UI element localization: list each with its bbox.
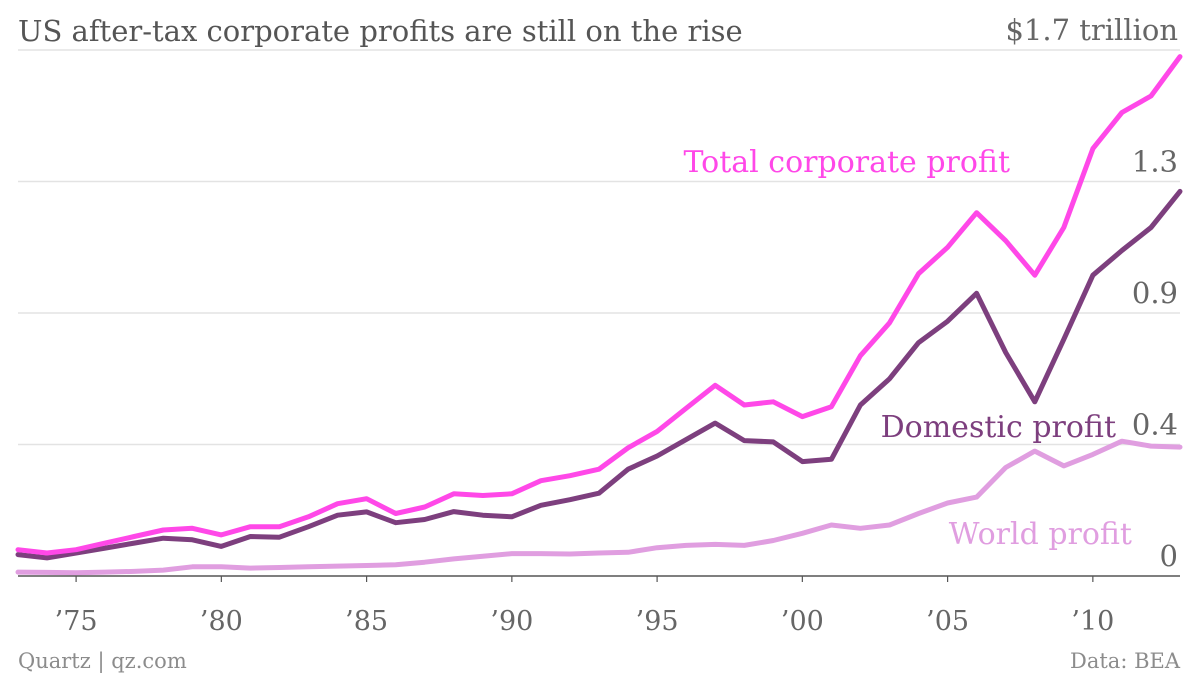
x-tick-label-2: ’85 [345, 606, 388, 637]
series-lines [15, 54, 1183, 576]
x-axis: ’75 ’80 ’85 ’90 ’95 ’00 ’05 ’10 [18, 575, 1180, 637]
y-tick-label-0: 0 [1160, 539, 1178, 573]
credit-text: Quartz | qz.com [18, 649, 187, 674]
y-axis: 0 0.4 0.9 1.3 $1.7 trillion [1005, 13, 1178, 573]
chart-title: US after-tax corporate profits are still… [18, 14, 743, 48]
x-tick-label-4: ’95 [636, 606, 679, 637]
series-line-total [15, 54, 1183, 556]
series-label-world: World profit [949, 517, 1132, 552]
series-label-domestic: Domestic profit [881, 410, 1116, 445]
y-tick-label-1: 0.4 [1132, 408, 1178, 442]
x-tick-label-1: ’80 [200, 606, 243, 637]
source-text: Data: BEA [1070, 649, 1181, 673]
x-tick-label-3: ’90 [490, 606, 533, 637]
series-label-total: Total corporate profit [683, 145, 1010, 180]
series-line-world [15, 438, 1183, 576]
y-tick-label-4: $1.7 trillion [1005, 13, 1178, 47]
x-tick-label-5: ’00 [781, 606, 824, 637]
y-tick-label-3: 1.3 [1132, 145, 1178, 179]
x-tick-label-7: ’10 [1071, 606, 1114, 637]
x-tick-label-6: ’05 [926, 606, 969, 637]
gridlines [18, 49, 1180, 446]
x-tick-label-0: ’75 [55, 606, 98, 637]
series-line-domestic [15, 188, 1183, 561]
y-tick-label-2: 0.9 [1132, 276, 1178, 310]
